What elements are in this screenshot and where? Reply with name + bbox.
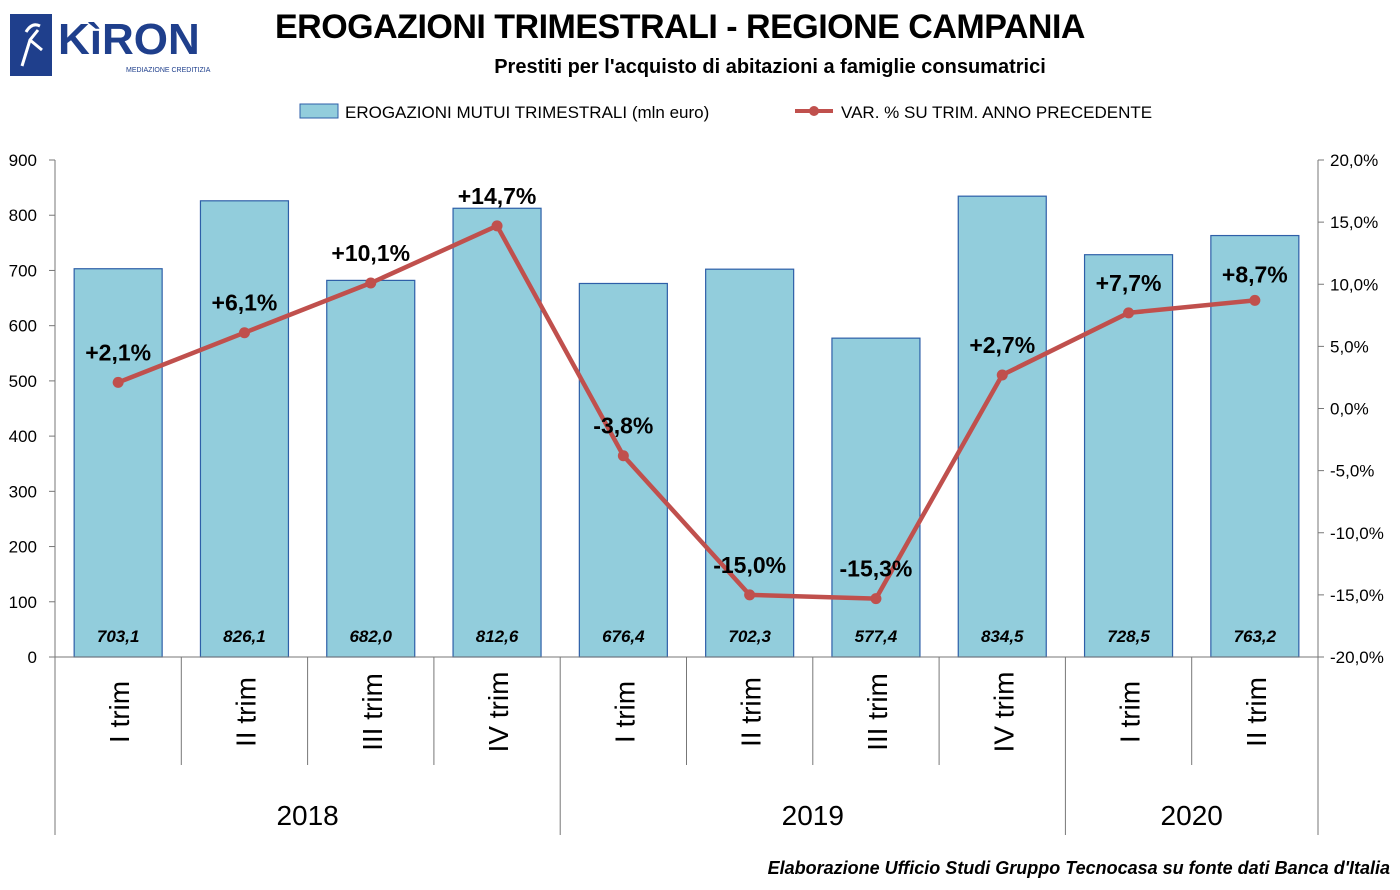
line-marker [617, 450, 629, 462]
y-left-tick-label: 500 [9, 372, 37, 391]
bar [199, 200, 290, 658]
line-value-label: +14,7% [458, 183, 537, 209]
y-right-tick-label: 15,0% [1330, 213, 1378, 232]
bar-series [73, 195, 1300, 658]
legend: EROGAZIONI MUTUI TRIMESTRALI (mln euro) … [299, 103, 1152, 122]
y-left-tick-label: 100 [9, 593, 37, 612]
bar-value-label: 577,4 [855, 627, 898, 646]
line-marker [238, 327, 250, 339]
y-right-tick-label: -10,0% [1330, 524, 1384, 543]
y-left-tick-label: 300 [9, 482, 37, 501]
x-category-label: IV trim [483, 672, 514, 753]
bar-value-label: 682,0 [349, 627, 392, 646]
axes: 0 100 200 300 400 500 600 700 800 900 -20,0% -15,0%… [9, 151, 1384, 667]
line-value-label: -15,3% [840, 556, 913, 582]
legend-bar-label: EROGAZIONI MUTUI TRIMESTRALI (mln euro) [345, 103, 709, 122]
logo-tagline: MEDIAZIONE CREDITIZIA [126, 67, 211, 74]
chart-subtitle: Prestiti per l'acquisto di abitazioni a … [494, 56, 1046, 78]
x-category-label: II trim [230, 677, 261, 747]
line-marker [744, 589, 756, 601]
line-value-label: +10,1% [331, 240, 410, 266]
line-value-label: +2,1% [85, 339, 151, 365]
y-right-tick-label: -15,0% [1330, 586, 1384, 605]
y-left-tick-label: 600 [9, 317, 37, 336]
y-right-tick-label: 20,0% [1330, 151, 1378, 170]
line-marker [996, 369, 1008, 381]
line-series: +2,1% +6,1% +10,1% +14,7% -3,8% -15,0% -15,3% +… [85, 183, 1288, 605]
bar-value-labels: 703,1 826,1 682,0 812,6 676,4 702,3 577,4 834,5… [97, 627, 1277, 646]
bar-value-label: 703,1 [97, 627, 140, 646]
logo-figure-box [10, 14, 52, 76]
bar [326, 279, 416, 658]
x-axis: I trim II trim III trim IV trim I trim II tri… [54, 656, 1319, 835]
bar-value-label: 826,1 [223, 627, 266, 646]
x-category-label: III trim [357, 673, 388, 751]
line-path [117, 223, 1256, 601]
bar [452, 207, 542, 658]
line-marker [112, 376, 124, 388]
x-category-label: I trim [1115, 681, 1146, 743]
bar [831, 337, 921, 658]
line-marker [870, 593, 882, 605]
y-right-tick-label: -20,0% [1330, 648, 1384, 667]
line-marker [1123, 307, 1135, 319]
bar-value-label: 763,2 [1234, 627, 1277, 646]
line-value-label: -15,0% [713, 552, 786, 578]
line-value-label: +7,7% [1096, 270, 1162, 296]
logo-figure-icon [20, 23, 43, 67]
kiron-logo: KìRON MEDIAZIONE CREDITIZIA [10, 14, 211, 76]
line-marker [491, 220, 503, 232]
bar-value-label: 676,4 [602, 627, 645, 646]
y-left-tick-label: 400 [9, 427, 37, 446]
y-right-tick-label: -5,0% [1330, 462, 1374, 481]
line-value-label: -3,8% [593, 413, 653, 439]
y-right-tick-label: 10,0% [1330, 275, 1378, 294]
y-left-tick-label: 700 [9, 261, 37, 280]
legend-line-marker [809, 106, 819, 116]
y-right-tick-label: 0,0% [1330, 400, 1369, 419]
x-group-label: 2020 [1161, 800, 1223, 831]
chart-title: EROGAZIONI TRIMESTRALI - REGIONE CAMPANI… [275, 8, 1085, 46]
bar-value-label: 812,6 [476, 627, 519, 646]
bar [1083, 254, 1174, 658]
y-left-tick-label: 0 [28, 648, 37, 667]
bar-value-label: 702,3 [728, 627, 771, 646]
y-left-tick-label: 200 [9, 538, 37, 557]
x-group-label: 2018 [276, 800, 338, 831]
line-value-label: +2,7% [969, 332, 1035, 358]
x-category-label: III trim [862, 673, 893, 751]
bar-value-label: 834,5 [981, 627, 1024, 646]
legend-bar-swatch [299, 103, 339, 119]
x-category-label: I trim [609, 681, 640, 743]
bar [578, 282, 668, 658]
x-category-label: II trim [1241, 677, 1272, 747]
y-left-tick-label: 800 [9, 206, 37, 225]
source-note: Elaborazione Ufficio Studi Gruppo Tecnoc… [767, 858, 1390, 878]
x-category-label: II trim [736, 677, 767, 747]
logo-text: KìRON [58, 15, 200, 64]
x-group-label: 2019 [782, 800, 844, 831]
legend-line-label: VAR. % SU TRIM. ANNO PRECEDENTE [841, 103, 1152, 122]
bar [73, 268, 163, 658]
line-marker [365, 277, 377, 289]
line-value-label: +8,7% [1222, 261, 1288, 287]
bar-value-label: 728,5 [1107, 627, 1150, 646]
line-marker [1249, 294, 1261, 306]
line-value-label: +6,1% [212, 290, 278, 316]
x-category-label: IV trim [988, 672, 1019, 753]
x-category-label: I trim [104, 681, 135, 743]
y-right-tick-label: 5,0% [1330, 337, 1369, 356]
y-left-tick-label: 900 [9, 151, 37, 170]
